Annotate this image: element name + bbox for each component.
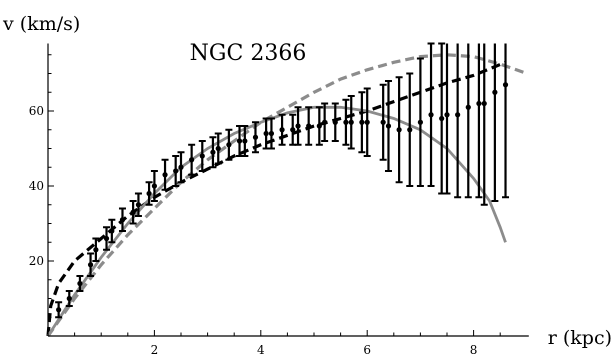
data-point [380,119,386,125]
data-point [268,130,275,137]
data-point [316,123,322,129]
data-point [502,82,509,88]
data-point [103,235,110,242]
data-point [87,262,94,268]
data-point [492,89,498,95]
data-point [359,119,365,125]
y-tick-label: 40 [29,179,44,193]
observed-data-points [55,42,510,319]
model-curve-2 [46,53,528,337]
data-point [242,138,248,144]
data-point [290,127,296,133]
x-tick-label: 6 [363,343,371,354]
data-point [162,172,168,178]
chart-title: NGC 2366 [190,41,307,66]
data-point [93,247,99,253]
y-tick-label: 20 [29,254,44,268]
data-point [306,123,312,129]
data-point [66,295,72,302]
x-axis-label: r (kpc) [548,327,612,349]
data-point [56,307,62,313]
model-curve-3 [46,105,507,337]
data-point [119,217,126,223]
data-point [444,112,450,118]
data-point [385,123,392,129]
data-point [343,119,349,125]
data-point [322,119,328,125]
data-point [364,119,370,125]
data-point [465,104,471,110]
data-point [439,115,445,122]
x-tick-label: 4 [257,343,265,354]
model-curve-1 [46,60,507,337]
data-point [295,123,301,129]
x-tick-label: 8 [470,343,478,354]
data-point [77,280,83,287]
tick-labels: 2 4 6 8 20 40 60 [29,104,478,354]
model-curves [46,53,528,337]
tick-marks [48,54,501,336]
data-point [215,145,221,152]
y-axis-label: v (km/s) [2,13,80,35]
data-point [263,130,269,137]
data-point [199,153,205,159]
y-tick-label: 60 [29,104,44,118]
data-point [348,119,354,125]
data-point [151,183,157,189]
data-point [481,100,487,107]
data-point [455,112,461,118]
data-point [109,228,115,234]
data-point [146,190,152,197]
data-point [236,138,243,144]
x-tick-label: 2 [151,343,159,354]
data-point [252,134,259,140]
data-point [226,142,232,148]
data-point [428,112,434,118]
data-point [178,164,184,170]
data-point [417,119,423,125]
data-point [173,168,179,174]
data-point [407,127,413,133]
data-point [396,127,402,133]
data-point [332,119,338,125]
data-point [135,202,142,208]
data-point [279,127,285,133]
data-point [189,157,195,163]
data-point [130,209,136,215]
data-point [476,100,482,107]
data-point [210,149,216,155]
